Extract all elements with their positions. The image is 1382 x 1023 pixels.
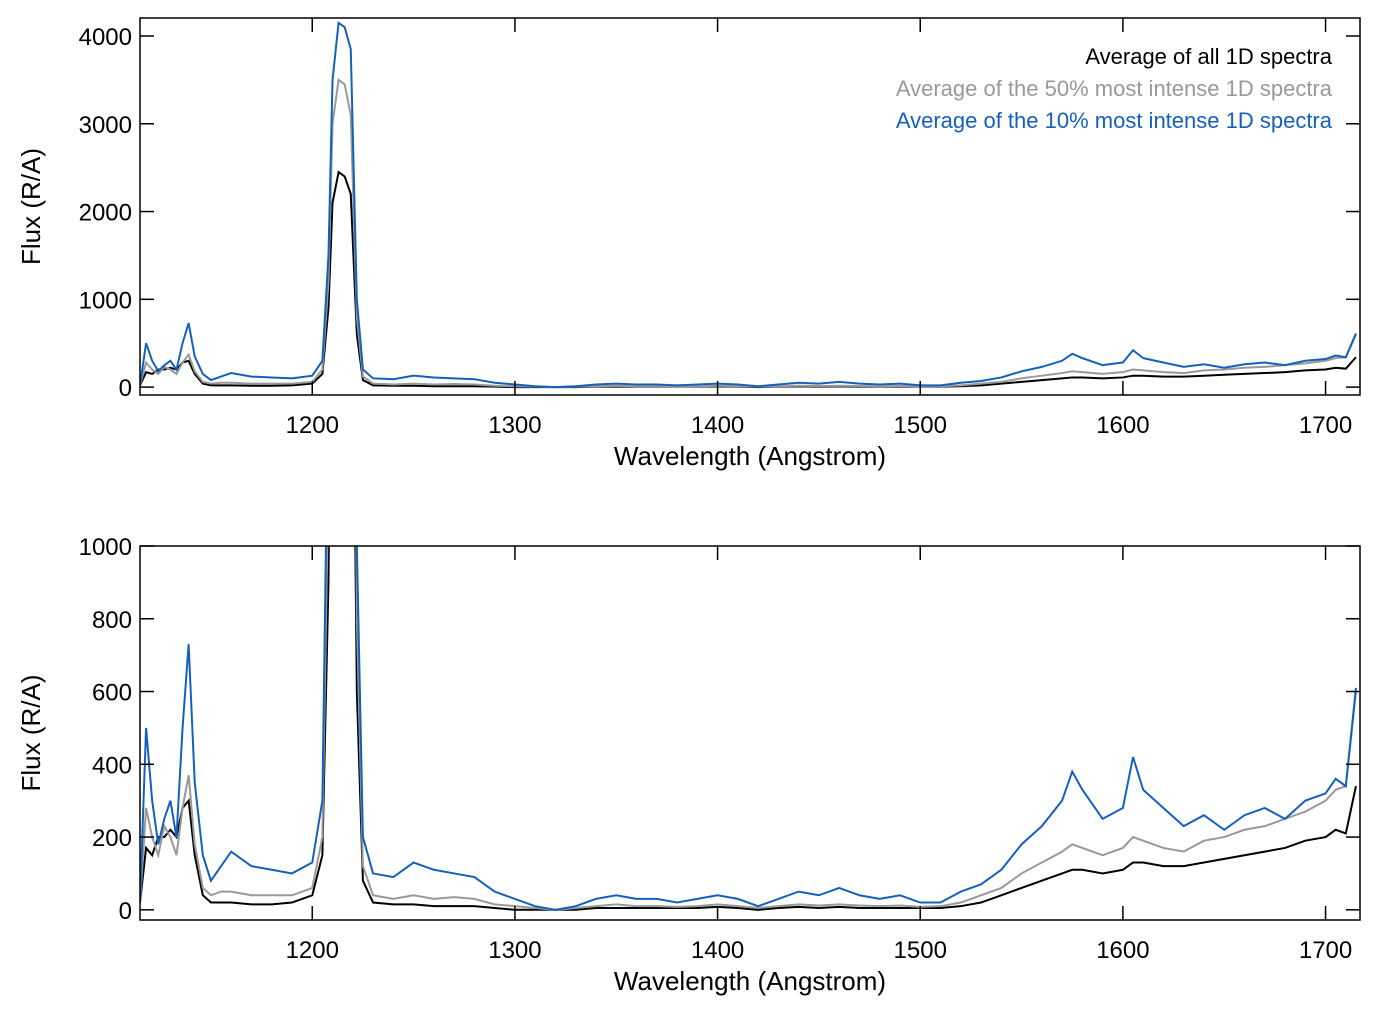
y-tick-label: 3000 [79, 112, 132, 139]
x-tick-label: 1500 [894, 937, 947, 964]
y-tick-label: 4000 [79, 24, 132, 51]
x-tick-label: 1400 [691, 412, 744, 439]
series-line [140, 21, 1357, 389]
x-tick-label: 1600 [1096, 412, 1149, 439]
legend-entry: Average of the 10% most intense 1D spect… [896, 108, 1333, 133]
y-tick-label: 1000 [79, 287, 132, 314]
y-tick-label: 800 [92, 607, 132, 634]
x-tick-label: 1500 [894, 412, 947, 439]
series-line [140, 546, 1357, 911]
series-group [140, 21, 1357, 389]
x-tick-label: 1300 [488, 937, 541, 964]
x-tick-label: 1200 [286, 937, 339, 964]
plot-frame [139, 17, 1361, 396]
x-tick-label: 1400 [691, 937, 744, 964]
legend-entry: Average of all 1D spectra [1085, 44, 1332, 69]
series-line [140, 78, 1357, 389]
y-axis-title: Flux (R/A) [16, 148, 46, 265]
x-tick-label: 1700 [1299, 937, 1352, 964]
y-tick-label: 0 [119, 898, 132, 925]
y-tick-label: 0 [119, 375, 132, 402]
x-tick-label: 1700 [1299, 412, 1352, 439]
series-line [140, 546, 1357, 911]
plot-frame [139, 545, 1361, 921]
x-axis-title: Wavelength (Angstrom) [614, 966, 886, 996]
series-group [140, 546, 1357, 911]
x-tick-label: 1600 [1096, 937, 1149, 964]
y-axis-title: Flux (R/A) [16, 675, 46, 792]
panel: 1200 1300 1400 1500 1600 1700 0 1000 2000 3000 400… [16, 17, 1361, 471]
series-line [140, 546, 1357, 911]
y-tick-label: 200 [92, 825, 132, 852]
y-tick-label: 2000 [79, 200, 132, 227]
x-axis-title: Wavelength (Angstrom) [614, 441, 886, 471]
y-tick-label: 400 [92, 752, 132, 779]
x-tick-label: 1200 [286, 412, 339, 439]
panel: 1200 1300 1400 1500 1600 1700 0 200 400 600 800 100… [16, 534, 1361, 996]
legend-entry: Average of the 50% most intense 1D spect… [896, 76, 1333, 101]
x-tick-label: 1300 [488, 412, 541, 439]
y-tick-label: 600 [92, 680, 132, 707]
y-tick-label: 1000 [79, 534, 132, 561]
